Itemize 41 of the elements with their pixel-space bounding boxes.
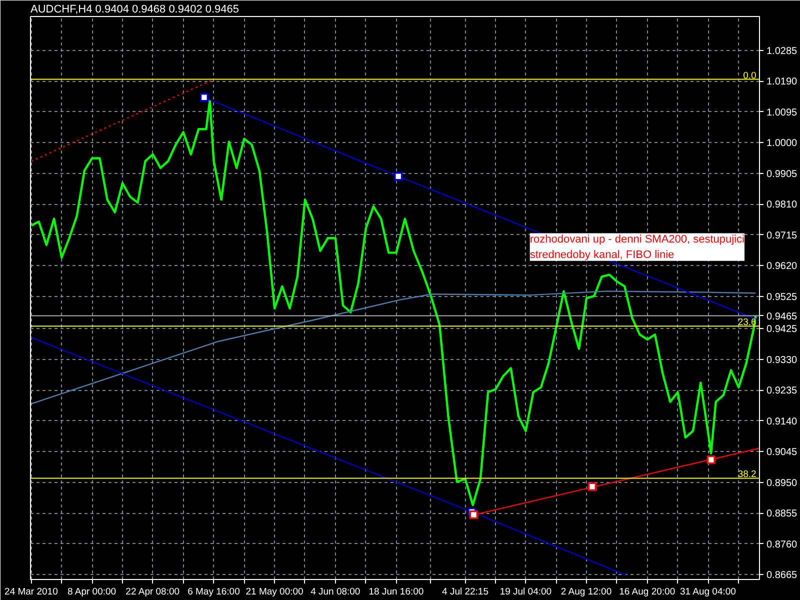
x-tick-label: 4 Jul 22:15: [442, 586, 488, 598]
x-tick-label: 31 Aug 04:00: [680, 586, 736, 598]
x-tick-label: 8 Apr 00:00: [67, 586, 116, 598]
x-tick-label: 18 Jun 16:00: [368, 586, 424, 598]
line-series: [30, 290, 756, 404]
y-tick-label: 0.9425: [766, 324, 798, 336]
ref-line-label: 0.9465: [766, 311, 798, 322]
x-tick-label: 21 May 00:00: [246, 586, 304, 598]
y-tick-label: 0.8855: [766, 508, 798, 520]
point: [200, 92, 209, 102]
y-tick-label: 0.8760: [766, 539, 798, 550]
chart-title: AUDCHF,H4 0.9404 0.9468 0.9402 0.9465: [30, 4, 240, 16]
annotation: rozhodovani up - denni SMA200, sestupujici strednedoby kanal, FIBO linie: [530, 233, 745, 261]
x-tick-label: 6 May 16:00: [188, 586, 240, 598]
y-tick-label: 0.9140: [766, 416, 798, 428]
y-tick-label: 0.9330: [766, 354, 798, 366]
y-tick-label: 1.0000: [766, 138, 798, 150]
point: [706, 455, 716, 464]
y-tick-label: 0.9045: [766, 447, 798, 458]
y-tick-label: 0.9905: [766, 168, 798, 180]
point: [588, 482, 597, 492]
y-tick-label: 0.9525: [766, 292, 798, 303]
y-tick-label: 0.8950: [766, 478, 798, 489]
point: [394, 172, 403, 181]
x-tick-label: 19 Jul 04:00: [500, 586, 552, 598]
y-tick-label: 0.8665: [766, 570, 798, 582]
x-tick-label: 4 Jun 08:00: [310, 586, 360, 598]
annotation: 38.2: [738, 469, 756, 480]
x-tick-label: 22 Apr 08:00: [126, 586, 180, 598]
x-tick-label: 2 Aug 12:00: [560, 586, 612, 598]
y-tick-label: 1.0095: [766, 107, 798, 118]
y-tick-label: 1.0285: [766, 46, 798, 57]
annotation: 0.0: [743, 70, 756, 82]
y-tick-label: 0.9235: [766, 386, 798, 397]
y-tick-label: 0.9715: [766, 230, 798, 242]
y-tick-label: 0.9810: [766, 200, 798, 211]
y-tick-label: 1.0190: [766, 76, 798, 88]
point: [469, 510, 478, 520]
x-tick-label: 16 Aug 20:00: [619, 586, 676, 598]
x-tick-label: 24 Mar 2010: [4, 586, 58, 598]
y-tick-label: 0.9620: [766, 261, 798, 272]
